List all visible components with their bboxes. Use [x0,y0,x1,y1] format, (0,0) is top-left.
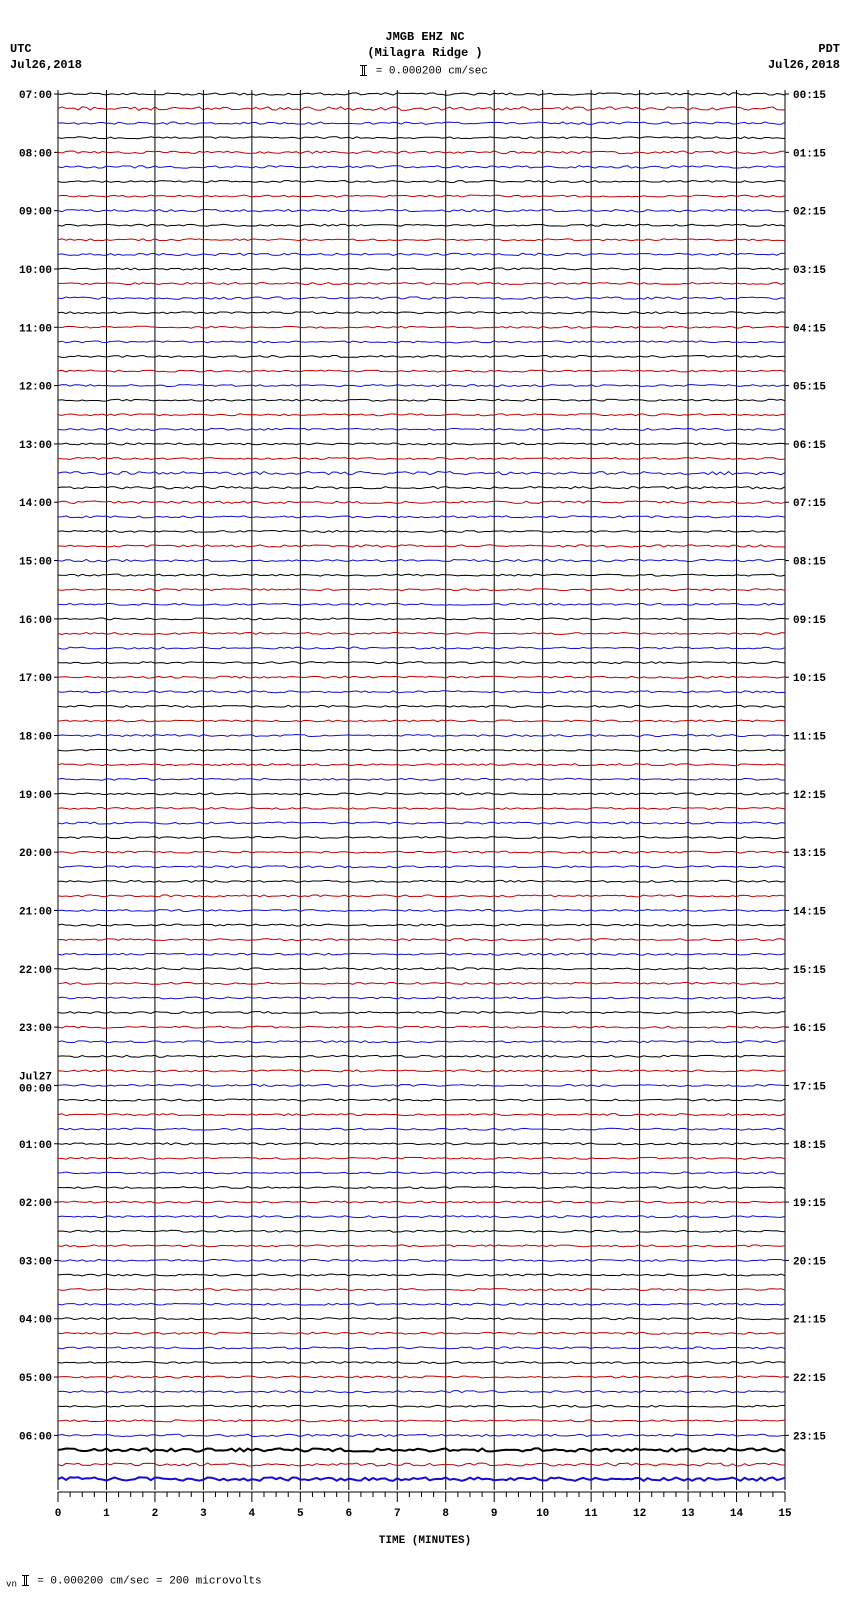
svg-text:8: 8 [442,1508,449,1520]
svg-text:08:15: 08:15 [793,557,826,569]
svg-text:Jul27: Jul27 [19,1071,52,1083]
svg-text:17:00: 17:00 [19,673,52,685]
svg-text:05:00: 05:00 [19,1373,52,1385]
footer-text: = 0.000200 cm/sec = 200 microvolts [37,1575,261,1587]
svg-text:16:15: 16:15 [793,1023,826,1035]
title-line2: (Milagra Ridge ) [0,46,850,62]
svg-text:02:15: 02:15 [793,207,826,219]
svg-text:11:00: 11:00 [19,323,52,335]
scale-indicator-top: = 0.000200 cm/sec [0,65,850,77]
footer-prefix: vn [6,1579,17,1590]
scale-bar-icon [362,65,365,76]
svg-text:23:00: 23:00 [19,1023,52,1035]
svg-text:22:15: 22:15 [793,1373,826,1385]
svg-text:04:00: 04:00 [19,1315,52,1327]
svg-text:20:00: 20:00 [19,848,52,860]
svg-text:15:15: 15:15 [793,965,826,977]
svg-text:07:15: 07:15 [793,498,826,510]
footer-scale: vn = 0.000200 cm/sec = 200 microvolts [6,1575,262,1590]
svg-text:12: 12 [633,1508,646,1520]
svg-text:04:15: 04:15 [793,323,826,335]
svg-text:05:15: 05:15 [793,382,826,394]
seismogram-page: JMGB EHZ NC (Milagra Ridge ) UTC Jul26,2… [0,0,850,1613]
svg-text:19:00: 19:00 [19,790,52,802]
seismogram-plot: 07:0000:1508:0001:1509:0002:1510:0003:15… [58,90,850,1540]
svg-text:10:00: 10:00 [19,265,52,277]
svg-text:12:15: 12:15 [793,790,826,802]
svg-text:18:15: 18:15 [793,1140,826,1152]
svg-text:01:15: 01:15 [793,148,826,160]
svg-text:07:00: 07:00 [19,90,52,102]
svg-text:0: 0 [55,1508,62,1520]
svg-text:22:00: 22:00 [19,965,52,977]
svg-text:13:15: 13:15 [793,848,826,860]
svg-text:10:15: 10:15 [793,673,826,685]
svg-text:00:15: 00:15 [793,90,826,102]
svg-text:12:00: 12:00 [19,382,52,394]
svg-text:02:00: 02:00 [19,1198,52,1210]
svg-text:13: 13 [681,1508,695,1520]
svg-text:16:00: 16:00 [19,615,52,627]
svg-text:18:00: 18:00 [19,732,52,744]
svg-text:11: 11 [585,1508,599,1520]
svg-text:2: 2 [152,1508,159,1520]
svg-text:03:00: 03:00 [19,1256,52,1268]
title-line1: JMGB EHZ NC [0,30,850,46]
svg-text:15:00: 15:00 [19,557,52,569]
svg-text:6: 6 [345,1508,352,1520]
scale-text: = 0.000200 cm/sec [376,65,488,77]
station-title: JMGB EHZ NC (Milagra Ridge ) [0,30,850,61]
svg-text:13:00: 13:00 [19,440,52,452]
svg-text:21:00: 21:00 [19,906,52,918]
svg-text:9: 9 [491,1508,498,1520]
svg-text:09:00: 09:00 [19,207,52,219]
svg-text:15: 15 [778,1508,792,1520]
x-axis-label: TIME (MINUTES) [0,1535,850,1547]
left-tz: UTC [10,42,82,58]
svg-text:03:15: 03:15 [793,265,826,277]
svg-text:5: 5 [297,1508,304,1520]
svg-text:4: 4 [249,1508,256,1520]
scale-bar-icon [24,1575,27,1586]
svg-text:10: 10 [536,1508,549,1520]
svg-text:23:15: 23:15 [793,1431,826,1443]
svg-text:14:15: 14:15 [793,906,826,918]
right-tz: PDT [768,42,840,58]
svg-text:20:15: 20:15 [793,1256,826,1268]
svg-text:21:15: 21:15 [793,1315,826,1327]
svg-text:01:00: 01:00 [19,1140,52,1152]
svg-text:17:15: 17:15 [793,1081,826,1093]
svg-text:19:15: 19:15 [793,1198,826,1210]
svg-text:14: 14 [730,1508,744,1520]
svg-text:14:00: 14:00 [19,498,52,510]
svg-text:06:15: 06:15 [793,440,826,452]
svg-text:7: 7 [394,1508,401,1520]
svg-text:3: 3 [200,1508,207,1520]
svg-text:06:00: 06:00 [19,1431,52,1443]
svg-text:09:15: 09:15 [793,615,826,627]
svg-text:11:15: 11:15 [793,732,826,744]
svg-text:1: 1 [103,1508,110,1520]
svg-text:00:00: 00:00 [19,1083,52,1095]
svg-text:08:00: 08:00 [19,148,52,160]
